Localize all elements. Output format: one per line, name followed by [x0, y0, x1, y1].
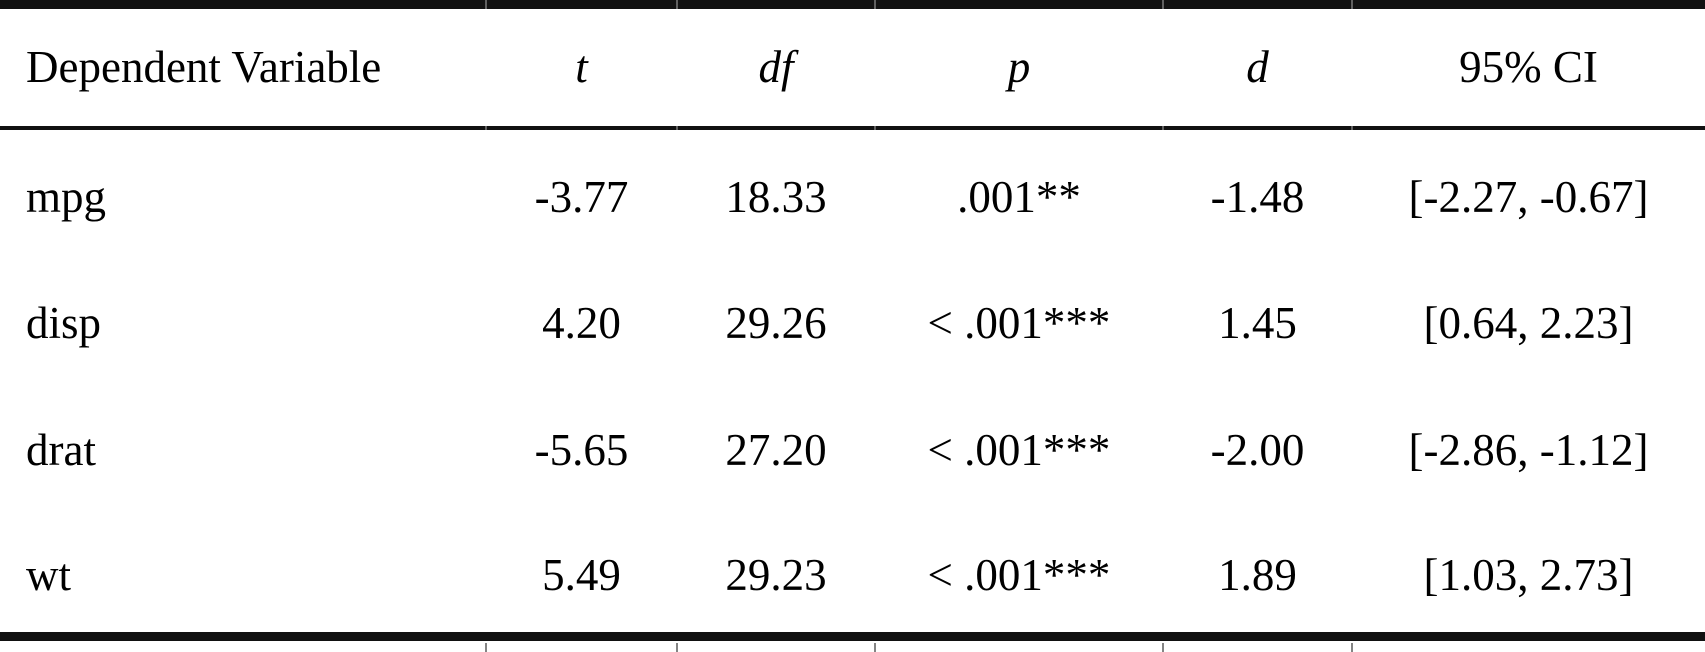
cell-t: -5.65 — [534, 425, 629, 475]
cell-d: 1.89 — [1218, 549, 1297, 600]
cell-dv: wt — [26, 549, 71, 600]
column-boundary-tick — [1162, 643, 1164, 652]
column-boundary-tick — [874, 0, 876, 9]
cell-ci: [0.64, 2.23] — [1423, 298, 1634, 348]
cell-df: 29.23 — [725, 549, 827, 600]
column-header-t: t — [486, 4, 677, 130]
column-header-dependent-variable: Dependent Variable — [0, 4, 486, 130]
column-boundary-tick — [1351, 643, 1353, 652]
cell-dv: mpg — [26, 172, 107, 222]
column-boundary-tick — [676, 643, 678, 652]
p-symbol: p — [1007, 42, 1031, 92]
cell-p: < .001*** — [927, 425, 1111, 475]
column-boundary-tick — [485, 0, 487, 9]
column-header-d: d — [1163, 4, 1352, 130]
table-row-mpg: mpg -3.77 18.33 .001** -1.48 [-2.27, -0.… — [0, 128, 1705, 255]
column-boundary-tick — [676, 0, 678, 9]
cell-d: -1.48 — [1210, 172, 1305, 222]
cell-t: 5.49 — [542, 549, 621, 600]
table-row-disp: disp 4.20 29.26 < .001*** 1.45 [0.64, 2.… — [0, 255, 1705, 382]
column-boundary-tick — [676, 126, 678, 130]
cell-ci: [-2.27, -0.67] — [1408, 172, 1649, 222]
df-symbol: df — [758, 42, 794, 92]
cell-ci: [-2.86, -1.12] — [1408, 425, 1649, 475]
t-symbol: t — [575, 42, 588, 92]
d-symbol: d — [1246, 42, 1269, 92]
cell-df: 18.33 — [725, 172, 827, 222]
column-boundary-tick — [485, 643, 487, 652]
cell-dv: disp — [26, 298, 102, 348]
column-boundary-tick — [874, 643, 876, 652]
column-boundary-tick — [485, 126, 487, 130]
cell-d: 1.45 — [1218, 298, 1297, 348]
column-header-df: df — [677, 4, 875, 130]
cell-df: 27.20 — [725, 425, 827, 475]
cell-p: < .001*** — [927, 549, 1111, 600]
cell-t: -3.77 — [534, 172, 629, 222]
cell-t: 4.20 — [542, 298, 621, 348]
cell-p: .001** — [957, 172, 1081, 222]
cell-ci: [1.03, 2.73] — [1423, 549, 1634, 600]
column-header-p: p — [875, 4, 1163, 130]
table-row-wt: wt 5.49 29.23 < .001*** 1.89 [1.03, 2.73… — [0, 509, 1705, 636]
column-boundary-tick — [1351, 0, 1353, 9]
cell-p: < .001*** — [927, 298, 1111, 348]
column-header-ci: 95% CI — [1352, 4, 1705, 130]
table-row-drat: drat -5.65 27.20 < .001*** -2.00 [-2.86,… — [0, 382, 1705, 509]
column-boundary-tick — [874, 126, 876, 130]
cell-dv: drat — [26, 425, 96, 475]
cell-d: -2.00 — [1210, 425, 1305, 475]
column-boundary-tick — [1351, 126, 1353, 130]
column-boundary-tick — [1162, 126, 1164, 130]
header-row: Dependent Variable t df p d 95% CI — [0, 4, 1705, 130]
column-boundary-tick — [1162, 0, 1164, 9]
cell-df: 29.26 — [725, 298, 827, 348]
